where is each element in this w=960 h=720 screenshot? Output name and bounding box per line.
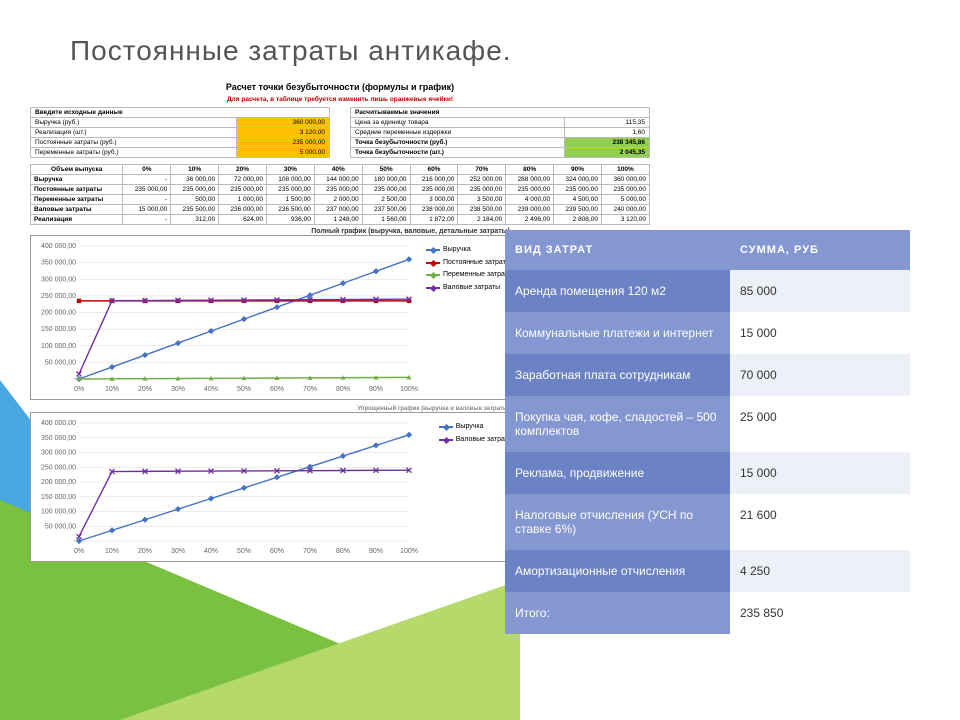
cost-row: Коммунальные платежи и интернет15 000 xyxy=(505,312,910,354)
svg-text:200 000,00: 200 000,00 xyxy=(41,479,76,486)
page-title: Постоянные затраты антикафе. xyxy=(70,35,512,67)
svg-text:-: - xyxy=(74,538,77,545)
cost-row: Реклама, продвижение15 000 xyxy=(505,452,910,494)
svg-text:350 000,00: 350 000,00 xyxy=(41,260,76,267)
svg-text:0%: 0% xyxy=(74,386,84,393)
svg-text:200 000,00: 200 000,00 xyxy=(41,310,76,317)
calc-table: Расчитываемые значенияЦена за единицу то… xyxy=(350,107,650,158)
svg-text:30%: 30% xyxy=(171,386,185,393)
breakeven-spreadsheet: Расчет точки безубыточности (формулы и г… xyxy=(30,80,650,225)
sheet-warning: Для расчета, в таблице требуется изменит… xyxy=(30,94,650,105)
svg-text:400 000,00: 400 000,00 xyxy=(41,420,76,427)
cost-row: Заработная плата сотрудникам70 000 xyxy=(505,354,910,396)
svg-text:40%: 40% xyxy=(204,386,218,393)
svg-text:350 000,00: 350 000,00 xyxy=(41,435,76,442)
cost-row: Налоговые отчисления (УСН по ставке 6%)2… xyxy=(505,494,910,550)
svg-text:90%: 90% xyxy=(369,386,383,393)
chart1: - 50 000,00 100 000,00 150 000,00 200 000,00… xyxy=(30,235,520,400)
svg-text:100%: 100% xyxy=(400,548,418,555)
svg-text:0%: 0% xyxy=(74,548,84,555)
svg-text:300 000,00: 300 000,00 xyxy=(41,276,76,283)
svg-text:10%: 10% xyxy=(105,386,119,393)
svg-text:80%: 80% xyxy=(336,386,350,393)
percent-grid: Объем выпуска0%10%20%30%40%50%60%70%80%9… xyxy=(30,164,650,225)
svg-text:100%: 100% xyxy=(400,386,418,393)
svg-text:50 000,00: 50 000,00 xyxy=(45,359,76,366)
svg-text:10%: 10% xyxy=(105,548,119,555)
svg-text:400 000,00: 400 000,00 xyxy=(41,243,76,250)
svg-text:50 000,00: 50 000,00 xyxy=(45,523,76,530)
chart1-legend: ВыручкаПостоянные затратыПеременные затр… xyxy=(418,240,515,395)
cost-row: Итого:235 850 xyxy=(505,592,910,634)
svg-text:150 000,00: 150 000,00 xyxy=(41,494,76,501)
svg-text:70%: 70% xyxy=(303,548,317,555)
svg-text:90%: 90% xyxy=(369,548,383,555)
sheet-title: Расчет точки безубыточности (формулы и г… xyxy=(30,80,650,94)
svg-text:60%: 60% xyxy=(270,548,284,555)
svg-text:250 000,00: 250 000,00 xyxy=(41,464,76,471)
svg-text:50%: 50% xyxy=(237,548,251,555)
chart1-title: Полный график (выручка, валовые, детальн… xyxy=(30,228,520,235)
cost-row: Амортизационные отчисления4 250 xyxy=(505,550,910,592)
svg-text:60%: 60% xyxy=(270,386,284,393)
chart2: - 50 000,00 100 000,00 150 000,00 200 000,00… xyxy=(30,412,520,562)
svg-text:300 000,00: 300 000,00 xyxy=(41,450,76,457)
svg-text:70%: 70% xyxy=(303,386,317,393)
svg-text:100 000,00: 100 000,00 xyxy=(41,509,76,516)
svg-text:20%: 20% xyxy=(138,548,152,555)
svg-text:150 000,00: 150 000,00 xyxy=(41,326,76,333)
svg-text:20%: 20% xyxy=(138,386,152,393)
svg-text:80%: 80% xyxy=(336,548,350,555)
svg-text:250 000,00: 250 000,00 xyxy=(41,293,76,300)
svg-text:30%: 30% xyxy=(171,548,185,555)
svg-text:50%: 50% xyxy=(237,386,251,393)
svg-text:-: - xyxy=(74,376,77,383)
cost-row: Аренда помещения 120 м285 000 xyxy=(505,270,910,312)
chart2-legend: ВыручкаВаловые затраты xyxy=(431,417,515,557)
cost-row: Покупка чая, кофе, сладостей – 500 компл… xyxy=(505,396,910,452)
svg-text:40%: 40% xyxy=(204,548,218,555)
costs-table: ВИД ЗАТРАТСУММА, РУБАренда помещения 120… xyxy=(505,230,910,634)
inputs-table: Введите исходные данныеВыручка (руб.)360… xyxy=(30,107,330,158)
svg-text:100 000,00: 100 000,00 xyxy=(41,343,76,350)
